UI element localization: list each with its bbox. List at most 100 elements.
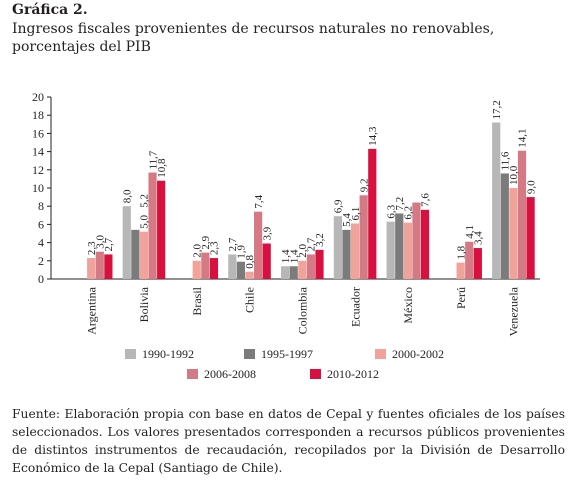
bar [201,252,210,279]
data-label: 3,9 [261,226,273,240]
bar [350,223,360,279]
figure-label: Gráfica 2. [12,2,88,18]
data-label: 4,1 [464,225,476,239]
bar [209,258,219,279]
data-label: 3,4 [473,231,485,245]
legend-swatch [244,349,255,359]
data-label: 7,6 [420,193,432,207]
bar [517,150,527,279]
category-label: Venezuela [507,286,521,336]
data-label: 2,7 [227,237,239,251]
bar [289,266,298,279]
axes: 0 2 4 6 8 10 12 14 16 18 20 [32,90,540,286]
bar [492,122,501,279]
legend: 1990-1992 1995-1997 2000-2002 2006-2008 2010… [125,347,444,381]
bars [87,122,535,279]
legend-swatch [375,349,386,359]
bar [262,243,271,279]
data-label: 14,1 [517,128,529,147]
y-tick-label: 18 [32,108,44,122]
data-label: 2,9 [200,235,212,249]
data-label: 2,0 [297,244,309,258]
data-label: 3,2 [314,233,326,247]
category-label: Argentina [84,286,98,334]
data-label: 2,3 [209,241,221,255]
y-tick-label: 12 [32,163,44,177]
data-label: 2,0 [191,244,203,258]
category-labels: Argentina Bolivia Brasil Chile Colombia Ecuad… [84,286,520,336]
data-label: 14,3 [367,126,379,146]
category-label: Bolivia [137,286,151,322]
bar [148,172,157,279]
data-label: 10,8 [156,158,168,178]
bar [254,211,263,279]
category-label: Colombia [296,286,310,334]
bar [509,188,518,279]
data-label: 10,0 [508,165,520,185]
bar [131,229,140,279]
data-label: 6,2 [403,206,415,220]
y-tick-label: 14 [32,145,44,159]
bar [386,221,395,279]
data-label: 5,4 [341,213,353,227]
data-label: 17,2 [491,100,503,119]
bar [228,254,237,279]
category-label: Perú [454,287,468,309]
data-label: 1,9 [236,244,248,258]
bar [456,262,465,279]
bar [281,266,290,279]
bar [192,260,201,279]
category-label: Brasil [190,286,204,315]
data-label: 5,2 [139,194,151,208]
data-label: 3,0 [94,234,106,248]
bar [298,260,307,279]
legend-label: 2000-2002 [392,347,444,361]
data-label: 5,0 [139,214,151,228]
data-label: 7,2 [394,197,406,211]
bar [95,251,104,279]
data-label: 7,4 [253,194,265,208]
value-labels: 2,33,02,78,05,011,710,82,02,92,3 2,71,90,… [86,100,537,268]
category-label: México [401,287,415,324]
category-label: Ecuador [348,287,362,327]
data-label: 11,6 [500,151,512,170]
data-label: 9,0 [525,180,537,194]
bar [342,229,351,279]
legend-label: 2010-2012 [327,367,379,381]
data-label: 2,7 [306,237,318,251]
y-tick-label: 10 [32,181,44,195]
data-label: 0,8 [244,254,256,268]
bar [87,258,96,279]
y-tick-label: 6 [38,217,44,231]
y-tick-label: 16 [32,126,44,140]
bar [359,195,368,279]
chart-title: Ingresos fiscales provenientes de recurs… [12,21,495,55]
bar [473,248,482,279]
bar [245,271,254,279]
legend-swatch [310,369,321,379]
bar [139,231,149,279]
bar [500,173,509,279]
bar [315,249,324,279]
y-tick-label: 2 [38,254,44,268]
source-note: Fuente: Elaboración propia con base en d… [12,407,565,475]
bar [412,202,421,279]
y-tick-label: 4 [38,236,44,250]
data-label: 9,2 [358,179,370,193]
y-tick-label: 0 [38,272,44,286]
bar [420,209,430,279]
legend-label: 1990-1992 [142,347,194,361]
bar [157,180,166,279]
data-label: 6,1 [350,207,362,221]
bar [465,241,474,279]
bar [368,148,377,279]
bar [395,213,404,279]
bar [333,216,342,279]
data-label: 1,8 [455,245,467,259]
bar [236,261,246,279]
data-label: 8,0 [121,189,133,203]
legend-swatch [125,349,136,359]
legend-label: 1995-1997 [261,347,313,361]
y-tick-label: 8 [38,199,44,213]
